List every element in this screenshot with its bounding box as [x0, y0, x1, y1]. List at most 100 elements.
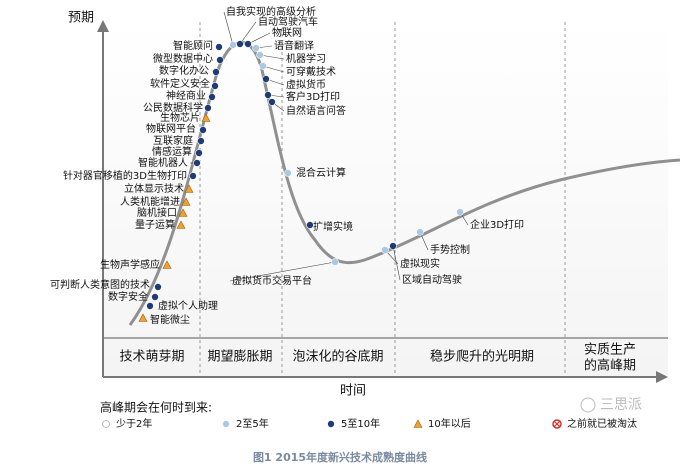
leader-line: [247, 32, 271, 45]
caption: 图1 2015年度新兴技术成熟度曲线: [253, 450, 427, 464]
technology-label: 数字安全: [108, 290, 148, 303]
marker: [222, 420, 230, 428]
marker: [181, 197, 191, 206]
technology-label: 智能顾问: [173, 39, 213, 52]
marker: [184, 184, 194, 193]
technology-label: 立体显示技术: [124, 182, 184, 195]
phase-label: 稳步爬升的光明期: [430, 349, 534, 365]
marker: [264, 91, 272, 99]
marker: [151, 293, 159, 301]
technology-label: 针对器官移植的3D生物打印: [63, 169, 187, 182]
technology-label: 数字化办公: [159, 64, 209, 77]
marker: [381, 246, 389, 254]
marker: [244, 40, 252, 48]
y-axis-label: 预期: [68, 11, 94, 26]
marker: [199, 126, 207, 134]
legend-label: 之前就已被淘汰: [567, 417, 637, 430]
technology-label: 虚拟个人助理: [158, 299, 218, 312]
technology-label: 智能微尘: [150, 313, 190, 326]
marker: [102, 420, 110, 428]
leader-line: [239, 21, 257, 45]
technology-label: 自动驾驶汽车: [258, 15, 318, 28]
technology-label: 人类机能增进: [120, 195, 180, 208]
technology-label: 自然语言问答: [286, 104, 346, 117]
technology-label: 虚拟现实: [400, 257, 440, 270]
phase-label: 实质生产: [584, 343, 636, 358]
marker: [256, 51, 264, 59]
marker: [193, 159, 201, 167]
marker: [284, 169, 292, 177]
marker: [189, 172, 197, 180]
watermark: 三思派: [580, 397, 642, 413]
technology-label: 机器学习: [286, 52, 326, 65]
marker: [262, 75, 270, 83]
marker: [389, 242, 397, 250]
watermark-text: 三思派: [600, 397, 642, 413]
marker: [146, 302, 154, 310]
technology-label: 公民数据科学: [143, 101, 203, 114]
legend-label: 2至5年: [236, 417, 269, 430]
technology-label: 虚拟货币交易平台: [232, 274, 312, 287]
technology-label: 扩增实境: [313, 220, 353, 233]
phase-dividers: [199, 22, 566, 377]
technology-label: 语音翻译: [274, 39, 314, 52]
plot-area: [103, 22, 668, 377]
marker: [413, 419, 423, 428]
marker: [162, 260, 172, 269]
technology-label: 智能机器人: [138, 156, 188, 169]
marker: [216, 56, 224, 64]
technology-label: 区域自动驾驶: [402, 273, 462, 286]
phase-label: 技术萌芽期: [119, 350, 184, 365]
technology-label: 可判断人类意图的技术: [50, 278, 150, 291]
legend-title: 高峰期会在何时到来:: [100, 400, 212, 415]
phase-label: 泡沫化的谷底期: [292, 349, 383, 365]
technology-label: 量子运算: [135, 218, 175, 231]
marker: [236, 40, 244, 48]
technology-label: 自我实现的高级分析: [226, 5, 316, 18]
marker: [331, 258, 339, 266]
technology-label: 企业3D打印: [470, 218, 524, 231]
technology-label: 生物声学感应: [100, 258, 160, 271]
marker: [456, 208, 464, 216]
leader-line: [229, 261, 336, 282]
marker: [195, 149, 203, 157]
technology-label: 生物芯片: [160, 111, 200, 124]
marker: [201, 113, 211, 122]
leader-line: [259, 54, 285, 60]
technology-label: 软件定义安全: [150, 77, 210, 90]
marker: [197, 137, 205, 145]
marker: [327, 420, 335, 428]
leader-line: [392, 245, 401, 281]
marker: [138, 313, 148, 322]
marker: [416, 228, 424, 236]
technology-label: 互联家庭: [153, 134, 193, 147]
technology-label: 可穿戴技术: [286, 65, 336, 78]
leader-line: [223, 11, 234, 46]
phase-label: 的高峰期: [584, 358, 636, 374]
marker: [229, 41, 237, 49]
marker: [178, 208, 188, 217]
technology-label: 混合云计算: [296, 166, 346, 179]
marker: [211, 82, 219, 90]
marker: [208, 93, 216, 101]
technology-label: 脑机接口: [137, 206, 177, 219]
legend-label: 少于2年: [116, 417, 152, 430]
phase-label: 期望膨胀期: [207, 349, 272, 365]
x-axis-label: 时间: [340, 384, 366, 399]
marker: [252, 44, 260, 52]
technology-label: 微型数据中心: [153, 52, 213, 65]
technology-label: 虚拟货币: [286, 78, 326, 91]
marker: [268, 98, 276, 106]
axes: [97, 20, 668, 383]
marker: [212, 68, 220, 76]
marker: [215, 43, 223, 51]
legend-label: 10年以后: [428, 417, 471, 430]
marker: [154, 283, 162, 291]
marker: [554, 421, 560, 427]
legend-label: 5至10年: [341, 417, 380, 430]
technology-label: 情感运算: [152, 145, 192, 158]
technology-label: 神经商业: [166, 89, 206, 102]
marker: [204, 104, 212, 112]
